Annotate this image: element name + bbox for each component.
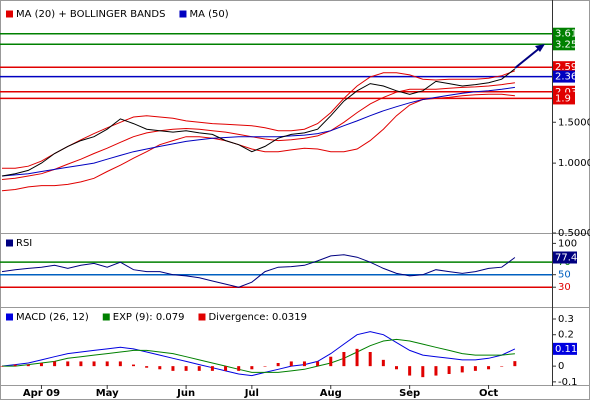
divergence-bar [381,359,385,367]
divergence-bar [302,361,306,367]
series-line [2,338,515,373]
y-tick-label: 100 [558,238,577,249]
level-label: 3.25 [555,39,577,50]
y-tick-label: 1.0000 [558,158,590,169]
divergence-bar [395,366,398,370]
divergence-bar [184,366,188,371]
divergence-bar [250,366,254,370]
divergence-bar [289,361,293,367]
legend-swatch [6,239,13,247]
divergence-bar [434,366,438,376]
divergence-bar [118,361,122,367]
divergence-bar [408,366,412,376]
divergence-bar [79,361,83,367]
divergence-bar [13,364,17,367]
divergence-bar [210,366,214,371]
divergence-bar [487,366,491,370]
divergence-bar [329,356,333,367]
divergence-bar [263,366,267,367]
y-tick-label: 0 [558,361,564,372]
legend-label: RSI [16,238,32,249]
series-line [1,331,516,377]
last-value-box [553,251,577,264]
y-tick-label: 0.3 [558,314,574,325]
divergence-bar [316,361,320,367]
divergence-bar [158,366,162,370]
level-box [553,38,575,51]
divergence-bar [39,363,43,367]
y-tick-label: 1.5000 [558,117,590,128]
projection-arrow [514,46,542,69]
level-box [553,92,575,105]
last-value-label: 77.46 [555,253,584,264]
legend-swatch [6,313,13,321]
divergence-bar [26,364,30,367]
legend-label: Divergence: 0.0319 [208,312,307,323]
y-tick-label: 0.2 [558,330,574,341]
legend-label: EXP (9): 0.079 [113,312,185,323]
divergence-bar [500,366,504,367]
legend-label: MA (20) + BOLLINGER BANDS [16,9,165,20]
legend-label: MACD (26, 12) [16,312,89,323]
x-tick-label: Jun [176,388,195,399]
level-box [553,61,575,74]
divergence-bar [92,361,96,367]
divergence-bar [421,366,425,378]
legend-swatch [179,10,187,18]
level-label: 1.9 [555,93,571,104]
series-line [1,254,516,288]
divergence-bar [355,348,359,367]
divergence-bar [105,361,109,367]
divergence-bar [473,366,477,371]
y-tick-label: -0.1 [558,377,578,388]
x-tick-label: Oct [479,388,498,399]
series-line [2,70,516,169]
level-label: 2.36 [555,72,577,83]
divergence-bar [342,352,346,367]
divergence-bar [368,352,372,367]
divergence-bar [513,361,517,367]
divergence-bar [53,361,57,367]
divergence-bar [145,366,149,368]
divergence-bar [237,366,241,371]
x-tick-label: Apr 09 [23,388,60,399]
level-label: 2.59 [555,62,577,73]
level-label: 2.03 [555,87,577,98]
divergence-bar [132,364,135,367]
last-value-label: 0.11 [555,344,577,355]
y-tick-label: 50 [558,270,571,281]
legend-swatch [6,10,13,18]
divergence-bar [197,366,201,371]
legend-label: MA (50) [189,9,228,20]
y-tick-label: 0.5000 [558,228,590,239]
x-tick-label: Aug [320,388,342,399]
series-line [1,68,516,177]
divergence-bar [447,366,451,374]
legend-swatch [102,313,110,321]
projection-arrowhead [535,44,545,52]
last-value-box [553,342,577,355]
divergence-bar [276,363,280,367]
level-box [553,70,575,83]
x-tick-label: Jul [244,388,259,399]
divergence-bar [171,366,175,371]
series-line [1,86,515,177]
divergence-bar [224,366,228,371]
legend-swatch [198,313,206,321]
x-tick-label: May [96,388,119,399]
divergence-bar [0,366,4,367]
x-tick-label: Sep [399,388,420,399]
divergence-bar [66,361,70,367]
divergence-bar [460,366,464,373]
y-tick-label: 30 [558,282,571,293]
level-box [553,27,575,40]
series-line [1,82,515,180]
level-label: 3.61 [555,29,577,40]
